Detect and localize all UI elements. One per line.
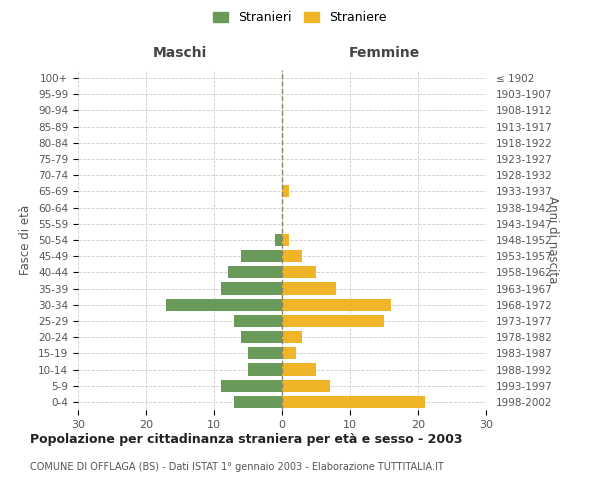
Bar — [282, 250, 302, 262]
Y-axis label: Fasce di età: Fasce di età — [19, 205, 32, 275]
Bar — [221, 380, 282, 392]
Bar — [282, 331, 302, 343]
Text: COMUNE DI OFFLAGA (BS) - Dati ISTAT 1° gennaio 2003 - Elaborazione TUTTITALIA.IT: COMUNE DI OFFLAGA (BS) - Dati ISTAT 1° g… — [30, 462, 444, 472]
Bar — [282, 364, 316, 376]
Bar — [166, 298, 282, 311]
Legend: Stranieri, Straniere: Stranieri, Straniere — [208, 6, 392, 29]
Bar — [282, 282, 337, 294]
Text: Popolazione per cittadinanza straniera per età e sesso - 2003: Popolazione per cittadinanza straniera p… — [30, 432, 463, 446]
Bar — [282, 315, 384, 327]
Bar — [241, 250, 282, 262]
Bar — [235, 396, 282, 408]
Bar — [248, 348, 282, 360]
Bar — [282, 396, 425, 408]
Bar — [282, 186, 289, 198]
Bar — [221, 282, 282, 294]
Bar — [282, 380, 329, 392]
Bar — [248, 364, 282, 376]
Bar — [227, 266, 282, 278]
Bar — [275, 234, 282, 246]
Bar — [282, 234, 289, 246]
Bar — [241, 331, 282, 343]
Bar — [282, 298, 391, 311]
Bar — [282, 266, 316, 278]
Y-axis label: Anni di nascita: Anni di nascita — [547, 196, 559, 284]
Bar — [235, 315, 282, 327]
Bar — [282, 348, 296, 360]
